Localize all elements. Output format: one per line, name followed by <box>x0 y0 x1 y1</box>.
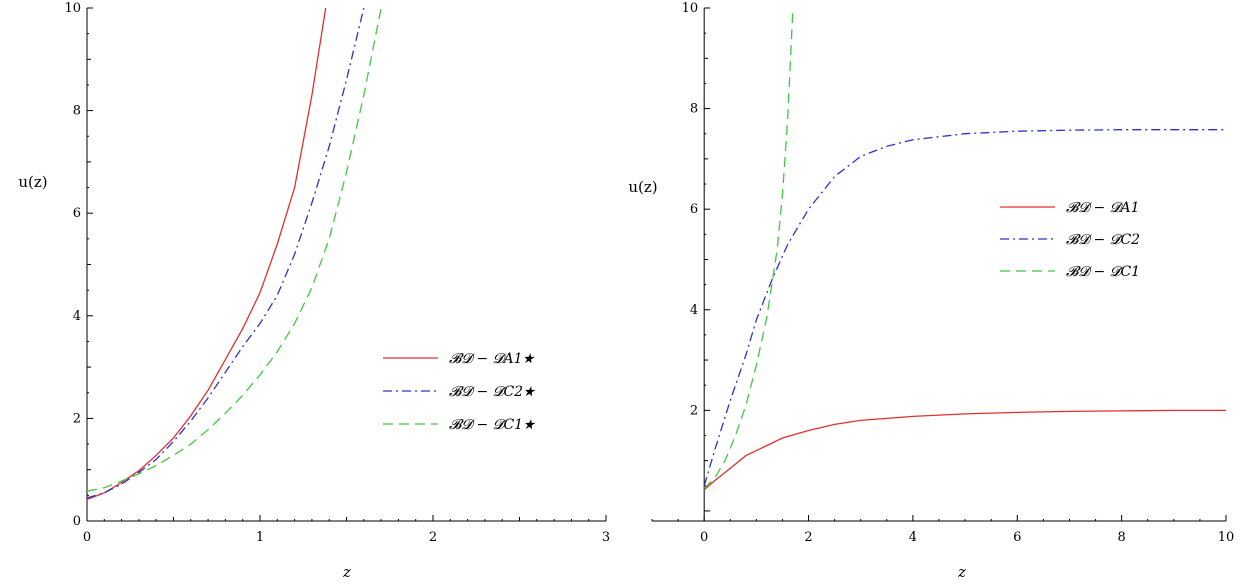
y-tick-label: 8 <box>690 102 698 117</box>
series-line-2 <box>87 8 365 499</box>
legend-label: 𝓑𝓓 − 𝓓A1★ <box>449 351 535 367</box>
x-tick-label: 1 <box>256 530 264 545</box>
series-line-2 <box>703 129 1226 486</box>
legend-label: 𝓑𝓓 − 𝓓C1 <box>1066 264 1140 280</box>
y-axis-title: u(z) <box>18 173 47 191</box>
y-tick-label: 10 <box>64 1 81 16</box>
y-tick-label: 10 <box>682 1 699 16</box>
x-axis-title: z <box>342 563 351 581</box>
x-tick-label: 4 <box>909 530 917 545</box>
legend-label: 𝓑𝓓 − 𝓓A1 <box>1066 200 1139 216</box>
x-tick-label: 3 <box>602 530 610 545</box>
y-tick-label: 8 <box>73 104 81 119</box>
legend-label: 𝓑𝓓 − 𝓓C1★ <box>449 417 536 433</box>
y-tick-label: 2 <box>73 411 81 426</box>
y-axis-title: u(z) <box>628 178 657 196</box>
x-tick-label: 0 <box>700 530 708 545</box>
series-line-3 <box>703 8 794 489</box>
x-tick-label: 6 <box>1013 530 1021 545</box>
y-tick-label: 4 <box>690 303 698 318</box>
x-tick-label: 0 <box>83 530 91 545</box>
x-tick-label: 10 <box>1218 530 1235 545</box>
x-tick-label: 2 <box>804 530 812 545</box>
y-tick-label: 6 <box>73 206 81 221</box>
x-tick-label: 8 <box>1117 530 1125 545</box>
y-tick-label: 6 <box>690 202 698 217</box>
series-line-3 <box>87 8 382 492</box>
x-tick-label: 2 <box>429 530 437 545</box>
legend: 𝓑𝓓 − 𝓓A1★ 𝓑𝓓 − 𝓓C2★ 𝓑𝓓 − 𝓓C1★ <box>383 351 536 433</box>
series-line-1 <box>87 8 327 501</box>
legend-label: 𝓑𝓓 − 𝓓C2 <box>1066 232 1140 248</box>
y-tick-label: 2 <box>690 403 698 418</box>
y-tick-label: 4 <box>73 309 81 324</box>
legend-label: 𝓑𝓓 − 𝓓C2★ <box>449 384 536 400</box>
y-tick-label: 0 <box>73 514 81 529</box>
legend: 𝓑𝓓 − 𝓓A1 𝓑𝓓 − 𝓓C2 𝓑𝓓 − 𝓓C1 <box>1000 200 1140 280</box>
series-line-1 <box>703 409 1226 491</box>
x-axis-title: z <box>957 563 966 581</box>
